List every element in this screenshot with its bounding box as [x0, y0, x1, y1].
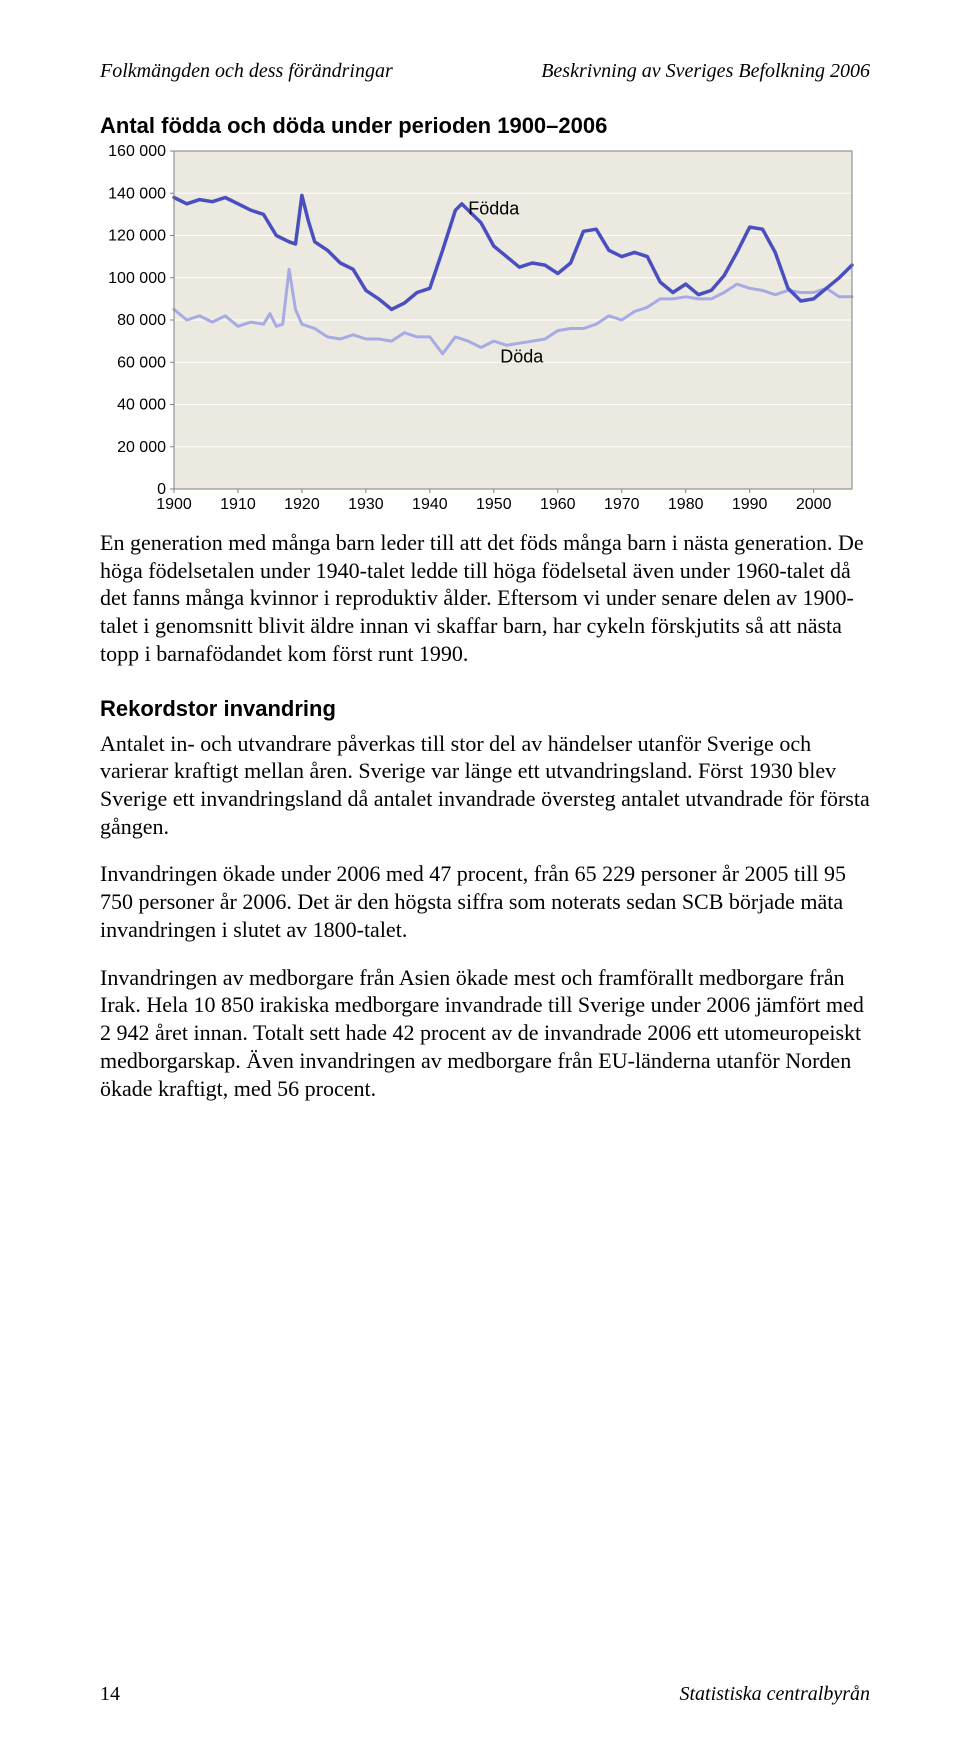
svg-text:Födda: Födda — [468, 198, 520, 218]
svg-text:1970: 1970 — [604, 496, 640, 513]
section-heading-invandring: Rekordstor invandring — [100, 696, 870, 722]
svg-text:40 000: 40 000 — [117, 397, 166, 414]
svg-text:1950: 1950 — [476, 496, 512, 513]
svg-text:Döda: Döda — [500, 346, 544, 366]
paragraph-invandring-intro: Antalet in- och utvandrare påverkas till… — [100, 730, 870, 841]
running-head-left: Folkmängden och dess förändringar — [100, 60, 393, 83]
chart-title: Antal födda och döda under perioden 1900… — [100, 113, 870, 139]
page-footer: 14 Statistiska centralbyrån — [100, 1683, 870, 1706]
paragraph-generation: En generation med många barn leder till … — [100, 529, 870, 668]
running-head-right: Beskrivning av Sveriges Befolkning 2006 — [541, 60, 870, 83]
paragraph-invandring-2006: Invandringen ökade under 2006 med 47 pro… — [100, 860, 870, 943]
running-head: Folkmängden och dess förändringar Beskri… — [100, 60, 870, 83]
svg-text:160 000: 160 000 — [108, 145, 166, 160]
svg-text:80 000: 80 000 — [117, 312, 166, 329]
svg-text:1920: 1920 — [284, 496, 320, 513]
paragraph-invandring-asien: Invandringen av medborgare från Asien ök… — [100, 964, 870, 1103]
svg-text:120 000: 120 000 — [108, 228, 166, 245]
svg-text:1900: 1900 — [156, 496, 192, 513]
svg-text:1940: 1940 — [412, 496, 448, 513]
svg-text:60 000: 60 000 — [117, 354, 166, 371]
svg-text:140 000: 140 000 — [108, 185, 166, 202]
svg-text:1930: 1930 — [348, 496, 384, 513]
svg-text:100 000: 100 000 — [108, 270, 166, 287]
page-number: 14 — [100, 1683, 120, 1706]
svg-text:2000: 2000 — [796, 496, 832, 513]
publisher-name: Statistiska centralbyrån — [679, 1683, 870, 1706]
svg-text:20 000: 20 000 — [117, 439, 166, 456]
svg-text:1910: 1910 — [220, 496, 256, 513]
svg-text:1960: 1960 — [540, 496, 576, 513]
svg-text:1990: 1990 — [732, 496, 768, 513]
svg-text:1980: 1980 — [668, 496, 704, 513]
births-deaths-chart: 020 00040 00060 00080 000100 000120 0001… — [100, 145, 870, 513]
